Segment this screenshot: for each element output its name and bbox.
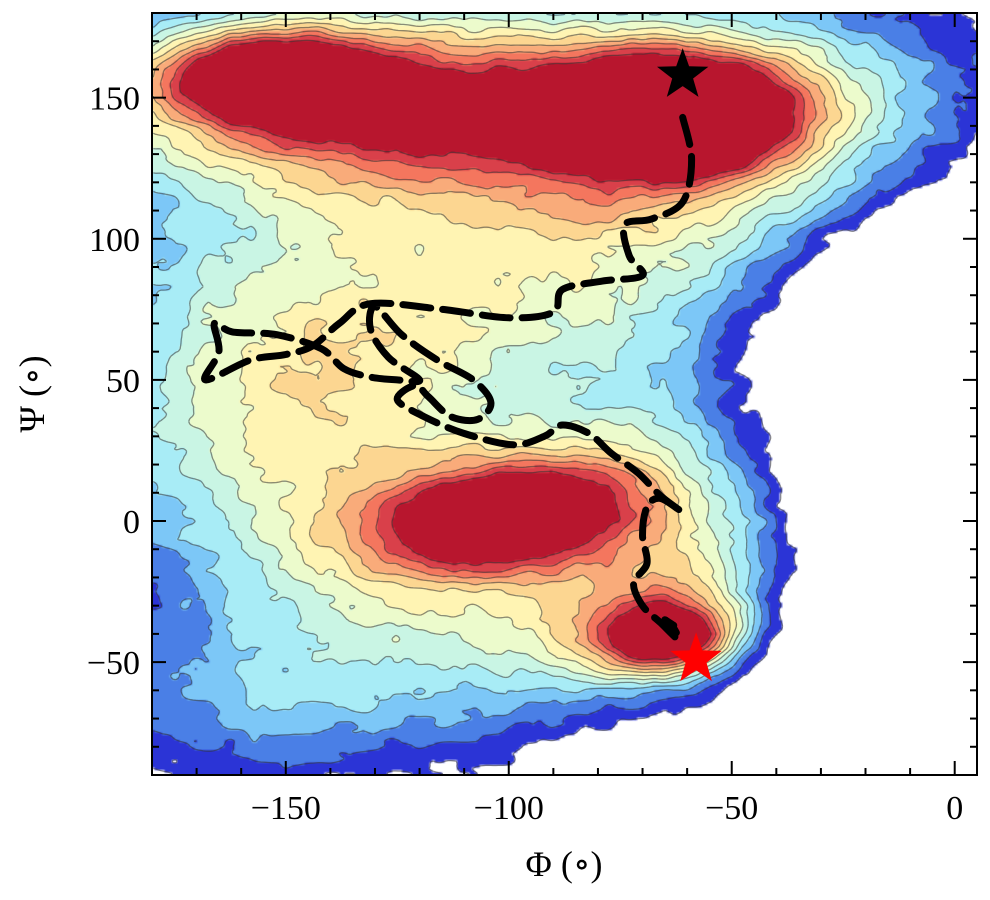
- end-state-star-marker: [670, 632, 722, 682]
- x-tick-label: −50: [705, 790, 758, 827]
- contour-level-4: [152, 13, 887, 685]
- contour-level-5: [152, 13, 873, 681]
- start-state-star-marker: [657, 48, 709, 97]
- y-tick-label: 0: [123, 504, 140, 541]
- y-tick-label: 50: [106, 363, 140, 400]
- contour-level-1: [153, 13, 977, 769]
- x-tick-label: 0: [946, 790, 963, 827]
- transition-path: [201, 113, 696, 643]
- free-energy-heatmap: [152, 13, 977, 775]
- contour-level-0: [153, 13, 977, 775]
- contour-level-10: [169, 34, 806, 664]
- contour-level-7: [152, 21, 843, 674]
- plot-frame: [151, 12, 978, 776]
- x-tick-labels: −150 −100 −50 0: [251, 790, 964, 827]
- y-tick-label: −50: [87, 645, 140, 682]
- contour-level-3: [152, 13, 907, 714]
- plot-area: [152, 13, 977, 775]
- y-axis-label: Ψ (∘): [12, 355, 52, 432]
- contour-level-2: [153, 13, 940, 743]
- contour-level-8: [152, 26, 829, 671]
- y-tick-labels: −50 0 50 100 150: [87, 81, 140, 682]
- x-tick-label: −150: [251, 790, 321, 827]
- y-tick-label: 150: [89, 81, 140, 118]
- contour-level-9: [159, 30, 817, 667]
- x-axis-label: Φ (∘): [526, 844, 603, 884]
- y-tick-label: 100: [89, 222, 140, 259]
- axis-ticks: [151, 12, 977, 776]
- x-tick-label: −100: [474, 790, 544, 827]
